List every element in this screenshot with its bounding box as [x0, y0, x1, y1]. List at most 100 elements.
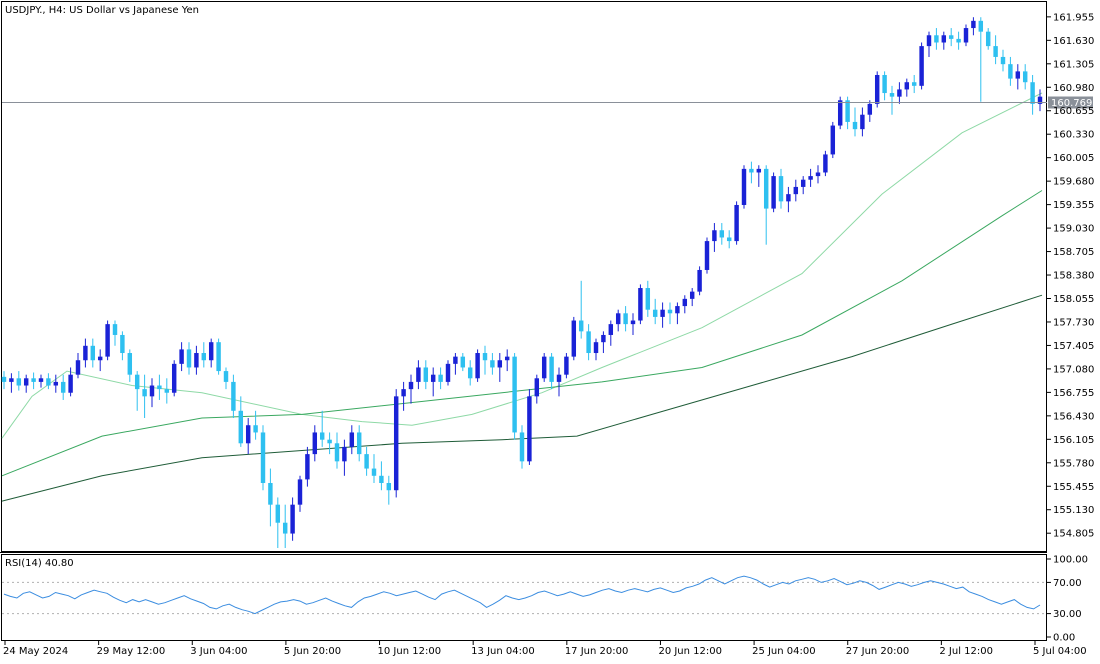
candle-body [60, 381, 66, 393]
candle-body [911, 82, 917, 86]
candle-body [549, 356, 554, 382]
candle-body [38, 378, 44, 382]
candle-body [194, 353, 199, 368]
candle-body [120, 334, 125, 354]
candle-body [712, 230, 717, 242]
candle-body [416, 367, 421, 382]
candle-body [667, 309, 673, 314]
price-tick-label: 156.105 [1053, 435, 1094, 446]
candle-body [608, 324, 614, 335]
price-tick-label: 158.055 [1053, 294, 1094, 305]
time-tick-label: 13 Jun 04:00 [471, 646, 535, 657]
candle-body [467, 367, 473, 379]
candle-body [926, 35, 932, 47]
candle-body [275, 504, 281, 523]
candle-body [623, 313, 628, 325]
candle-body [571, 320, 577, 357]
candle-body [231, 381, 236, 411]
price-tick-label: 157.730 [1053, 317, 1094, 328]
candle-body [179, 349, 184, 364]
candle-body [319, 432, 325, 440]
candle-body [245, 425, 251, 444]
candle-body [46, 378, 51, 386]
candle-body [564, 356, 569, 375]
candle-body [105, 324, 110, 357]
candle-body [919, 46, 924, 86]
candle-body [534, 378, 540, 397]
time-tick-label: 27 Jun 20:00 [846, 646, 910, 657]
candle-body [453, 356, 458, 364]
candle-body [675, 306, 680, 314]
candle-body [645, 288, 651, 310]
candle-body [993, 46, 998, 57]
current-price-line-group: 160.769 [2, 96, 1093, 109]
candle-body [1030, 82, 1035, 104]
candle-body [164, 389, 170, 393]
candle-body [541, 356, 547, 379]
rsi-pane-frame [1, 554, 1047, 641]
candle-body [519, 432, 525, 462]
time-tick-label: 29 May 12:00 [97, 646, 166, 657]
candle-body [578, 320, 584, 332]
moving-average-line [1, 294, 1043, 502]
candle-body [630, 320, 636, 325]
candle-body [771, 176, 776, 209]
candlesticks [1, 17, 1043, 548]
candle-body [652, 309, 658, 317]
candle-body [268, 483, 273, 505]
candle-body [112, 324, 118, 335]
price-tick-label: 160.005 [1053, 153, 1094, 164]
candle-body [615, 313, 621, 325]
rsi-tick-label: 70.00 [1053, 578, 1082, 589]
candle-body [305, 454, 310, 480]
candle-body [430, 374, 436, 382]
candle-body [490, 360, 495, 368]
candle-body [171, 363, 177, 393]
price-tick-label: 155.130 [1053, 505, 1094, 516]
candle-body [260, 432, 266, 484]
candle-body [53, 381, 59, 386]
time-tick-label: 17 Jun 20:00 [565, 646, 629, 657]
candle-body [312, 432, 318, 455]
rsi-label: RSI(14) 40.80 [5, 558, 74, 569]
time-tick-label: 25 Jun 04:00 [752, 646, 816, 657]
candle-body [149, 385, 155, 397]
candle-body [223, 371, 229, 382]
candle-body [460, 356, 466, 368]
candle-body [941, 35, 947, 43]
candle-body [874, 74, 880, 104]
price-tick-label: 159.355 [1053, 200, 1094, 211]
candle-body [845, 100, 850, 122]
candle-body [763, 168, 769, 209]
candle-body [1022, 71, 1028, 83]
candle-body [327, 439, 332, 444]
time-tick-label: 3 Jun 04:00 [190, 646, 247, 657]
candle-body [356, 432, 362, 455]
price-tick-label: 158.380 [1053, 271, 1094, 282]
candle-body [342, 446, 347, 462]
candle-body [16, 378, 22, 386]
rsi-tick-label: 100.00 [1053, 555, 1088, 566]
candle-body [741, 168, 747, 205]
candle-body [334, 443, 340, 462]
candle-body [364, 454, 369, 469]
price-tick-label: 161.955 [1053, 12, 1094, 23]
price-tick-label: 161.630 [1053, 36, 1094, 47]
rsi-tick-label: 0.00 [1053, 633, 1075, 644]
current-price-label: 160.769 [1051, 98, 1092, 109]
price-tick-label: 160.980 [1053, 83, 1094, 94]
rsi-indicator: 100.00 70.00 30.00 0.00 [2, 555, 1088, 644]
price-tick-label: 154.805 [1053, 529, 1094, 540]
candle-body [157, 385, 162, 390]
candle-body [297, 479, 303, 505]
time-tick-label: 20 Jun 12:00 [658, 646, 722, 657]
candle-body [31, 378, 36, 382]
candle-body [1, 376, 7, 382]
candle-body [127, 353, 133, 375]
candle-body [408, 381, 414, 390]
candle-body [778, 176, 784, 202]
price-tick-label: 161.305 [1053, 59, 1094, 70]
candle-body [186, 349, 192, 368]
